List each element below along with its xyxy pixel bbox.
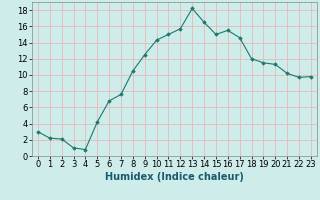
X-axis label: Humidex (Indice chaleur): Humidex (Indice chaleur)	[105, 172, 244, 182]
